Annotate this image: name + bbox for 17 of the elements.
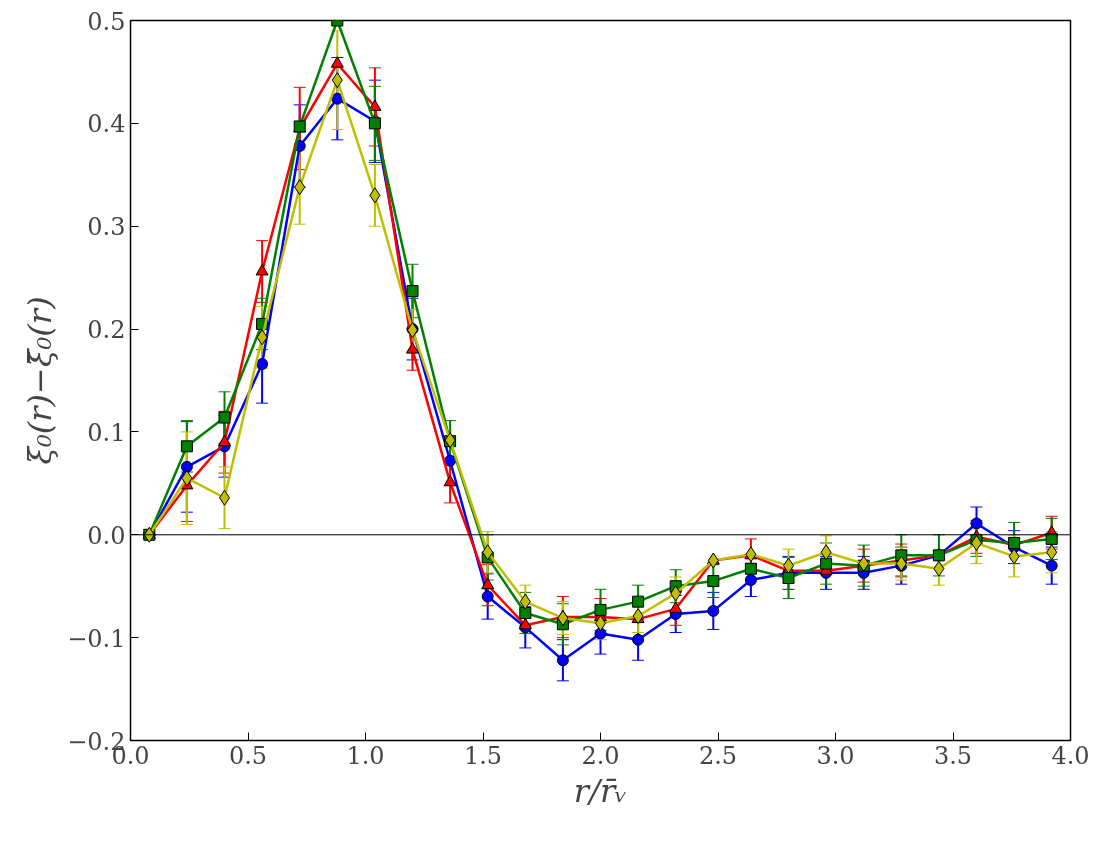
y-tick-label: 0.1 xyxy=(87,418,126,447)
y-tick-label: 0.0 xyxy=(87,521,126,550)
x-tick-label: 2.5 xyxy=(698,741,738,770)
y-axis-title: ξ₀(r)−ξ̄₀(r) xyxy=(21,296,60,465)
x-tick-label: 2.0 xyxy=(581,741,620,770)
x-tick-label: 0.5 xyxy=(228,741,268,770)
y-tick-label: 0.3 xyxy=(87,213,126,242)
x-tick-label: 1.5 xyxy=(463,741,503,770)
x-tick-label: 1.0 xyxy=(346,741,385,770)
x-tick-label: 3.5 xyxy=(933,741,973,770)
y-tick-label: −0.1 xyxy=(67,624,126,653)
x-tick-label: 4.0 xyxy=(1051,741,1090,770)
x-axis-title: r/r̄ᵥ xyxy=(573,771,628,810)
y-tick-label: 0.2 xyxy=(87,316,126,345)
y-tick-label: 0.4 xyxy=(87,110,126,139)
x-tick-label: 3.0 xyxy=(816,741,855,770)
y-tick-label: 0.5 xyxy=(87,7,126,36)
